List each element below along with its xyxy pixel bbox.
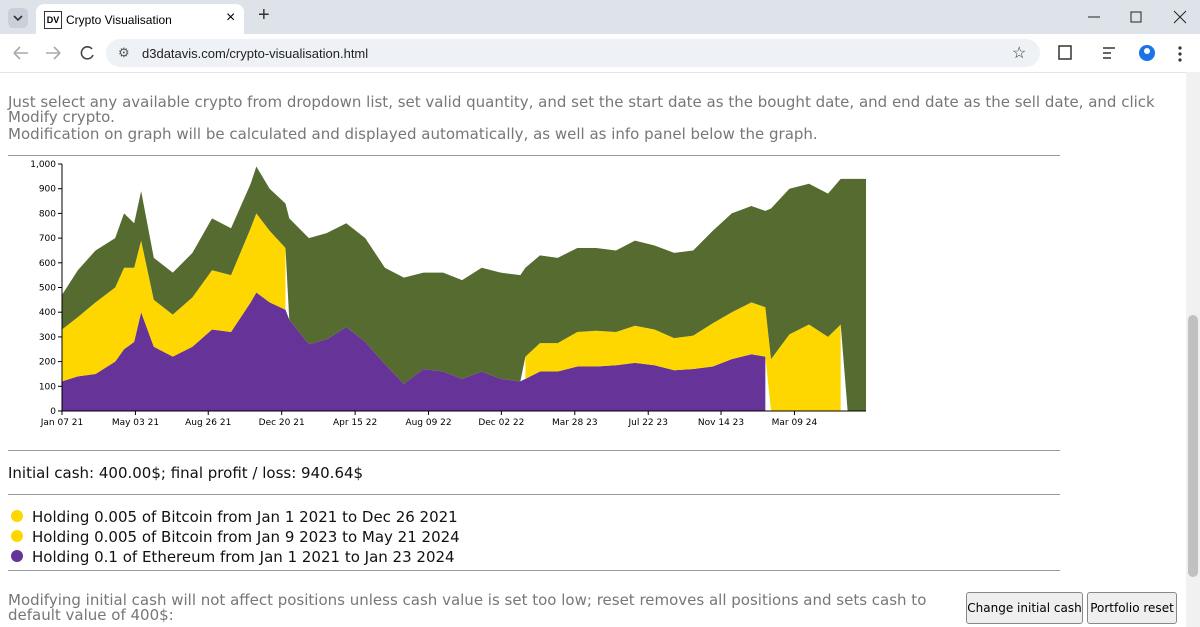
note: Modifying initial cash will not affect p… [8, 591, 927, 624]
change-cash-button[interactable]: Change initial cash [966, 592, 1083, 624]
new-tab[interactable]: + [258, 4, 270, 26]
x-tick-label: Dec 20 21 [259, 418, 305, 428]
divider [8, 155, 1060, 156]
address-bar[interactable]: ⚙ d3datavis.com/crypto-visualisation.htm… [106, 39, 1040, 67]
url: d3datavis.com/crypto-visualisation.html [142, 46, 369, 61]
y-tick-label: 600 [39, 259, 56, 269]
holding-text: Holding 0.005 of Bitcoin from Jan 1 2021… [32, 508, 458, 526]
tab[interactable]: DV Crypto Visualisation × [36, 4, 244, 34]
area [62, 213, 841, 411]
tab-bar: DV Crypto Visualisation × + [0, 0, 1200, 34]
x-tick-label: Nov 14 23 [698, 418, 744, 428]
divider [8, 570, 1060, 571]
intro-text: Just select any available crypto from dr… [8, 93, 1155, 126]
divider [8, 494, 1060, 495]
x-tick-label: Jul 22 23 [627, 418, 668, 428]
x-tick-label: Dec 02 22 [478, 418, 524, 428]
y-tick-label: 700 [39, 234, 56, 244]
scrollbar-thumb[interactable] [1188, 315, 1198, 577]
toolbar-icons[interactable] [1055, 42, 1165, 64]
divider [8, 450, 1060, 451]
y-tick-label: 900 [39, 185, 56, 195]
x-tick-label: Mar 28 23 [552, 418, 598, 428]
tab-menu[interactable] [8, 8, 28, 28]
tab-close[interactable]: × [226, 9, 236, 26]
y-tick-label: 300 [39, 333, 56, 343]
holding-dot [11, 530, 23, 542]
x-tick-label: Aug 26 21 [185, 418, 231, 428]
y-tick-label: 0 [50, 407, 56, 417]
holding-dot [11, 510, 23, 522]
x-tick-label: Mar 09 24 [772, 418, 818, 428]
x-tick-label: Aug 09 22 [405, 418, 451, 428]
scrollbar [1186, 72, 1200, 627]
holding-text: Holding 0.1 of Ethereum from Jan 1 2021 … [32, 548, 455, 566]
x-tick-label: May 03 21 [112, 418, 159, 428]
y-tick-label: 200 [39, 358, 56, 368]
x-tick-label: Jan 07 21 [40, 418, 84, 428]
bookmark-star[interactable]: ☆ [1012, 45, 1027, 62]
intro-text: Modification on graph will be calculated… [8, 125, 818, 143]
favicon: DV [44, 11, 62, 29]
window-controls[interactable] [1080, 0, 1200, 34]
holding-text: Holding 0.005 of Bitcoin from Jan 9 2023… [32, 528, 460, 546]
x-tick-label: Apr 15 22 [333, 418, 377, 428]
y-tick-label: 800 [39, 209, 56, 219]
nav-buttons[interactable] [10, 42, 100, 64]
holding-dot [11, 550, 23, 562]
y-tick-label: 100 [39, 382, 56, 392]
more-menu[interactable] [1174, 44, 1186, 64]
site-info[interactable]: ⚙ [118, 45, 130, 60]
reset-button[interactable]: Portfolio reset [1087, 592, 1177, 624]
area [62, 292, 766, 411]
y-tick-label: 500 [39, 284, 56, 294]
chart: 0 100 200 300 400 500 600 700 800 900 1,000 Jan 07 … [30, 160, 866, 428]
y-tick-label: 1,000 [30, 160, 56, 170]
area [62, 166, 866, 411]
tab-title: Crypto Visualisation [66, 13, 172, 27]
summary: Initial cash: 400.00$; final profit / lo… [8, 464, 364, 482]
y-tick-label: 400 [39, 308, 56, 318]
